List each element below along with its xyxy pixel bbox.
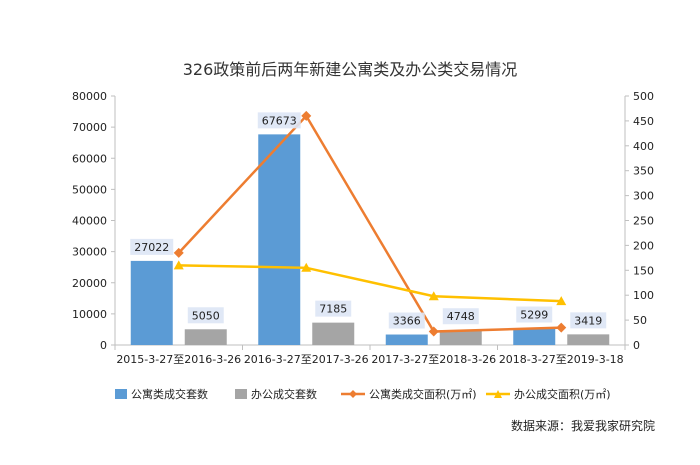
series-point: [173, 247, 184, 258]
lines: [173, 110, 567, 337]
data-label: 4748: [447, 310, 475, 323]
y-right-tick-label: 50: [633, 314, 647, 327]
x-tick-label: 2018-3-27至2019-3-18: [499, 353, 624, 366]
series-line: [177, 113, 562, 333]
y-left-tick-label: 30000: [72, 246, 107, 259]
y-left-tick-label: 0: [100, 339, 107, 352]
bar: [312, 322, 355, 345]
y-right-tick-label: 150: [633, 264, 654, 277]
x-tick-label: 2017-3-27至2018-3-26: [371, 353, 496, 366]
data-label: 67673: [262, 114, 297, 127]
legend-label: 办公成交套数: [251, 387, 317, 401]
y-right-tick-label: 500: [633, 90, 654, 103]
data-label-box: [315, 300, 352, 317]
series-point: [556, 322, 567, 333]
series-point: [428, 291, 439, 301]
series-point: [428, 326, 439, 337]
series-point: [556, 296, 567, 306]
legend-label: 公寓类成交面积(万㎡): [369, 387, 477, 401]
data-label: 3366: [393, 315, 421, 328]
bars: [130, 134, 610, 345]
y-left-tick-label: 80000: [72, 90, 107, 103]
legend-label: 公寓类成交套数: [131, 387, 208, 401]
y-right-tick-label: 450: [633, 115, 654, 128]
series-point: [301, 262, 312, 272]
data-label-box: [516, 306, 553, 323]
bar: [385, 334, 428, 345]
bar: [513, 328, 556, 345]
y-right-tick-label: 400: [633, 140, 654, 153]
chart-title: 326政策前后两年新建公寓类及办公类交易情况: [183, 60, 518, 79]
data-label-box: [442, 308, 479, 325]
data-labels: 27022 67673 3366 5299 5050 7185 4748 3419: [130, 112, 607, 329]
legend-marker: [349, 390, 357, 398]
data-label-box: [570, 312, 607, 329]
y-right-tick-label: 200: [633, 239, 654, 252]
data-label: 5050: [192, 309, 220, 322]
y-left-tick-label: 10000: [72, 308, 107, 321]
data-label-box: [130, 238, 174, 255]
data-label: 27022: [134, 241, 169, 254]
legend-swatch: [115, 389, 127, 399]
bar: [184, 329, 227, 345]
data-label: 7185: [319, 303, 347, 316]
y-left-tick-label: 40000: [72, 215, 107, 228]
data-label-box: [187, 307, 224, 324]
legend-marker: [494, 390, 502, 398]
y-left-tick-label: 20000: [72, 277, 107, 290]
y-left-tick-label: 50000: [72, 183, 107, 196]
bar: [439, 330, 482, 345]
series-point: [173, 260, 184, 270]
data-label: 5299: [520, 309, 548, 322]
series-point: [301, 110, 312, 121]
x-tick-label: 2015-3-27至2016-3-26: [116, 353, 241, 366]
data-label-box: [388, 312, 425, 329]
bar: [258, 134, 301, 345]
bar: [130, 260, 173, 345]
data-label: 3419: [574, 314, 602, 327]
y-right-tick-label: 250: [633, 215, 654, 228]
legend-swatch: [235, 389, 247, 399]
data-label-box: [257, 112, 301, 129]
source-note: 数据来源：我爱我家研究院: [511, 418, 655, 433]
series-line: [178, 264, 562, 303]
y-right-tick-label: 0: [633, 339, 640, 352]
y-right-tick-label: 100: [633, 289, 654, 302]
legend: 公寓类成交套数 办公成交套数 公寓类成交面积(万㎡) 办公成交面积(万㎡): [115, 387, 611, 401]
legend-label: 办公成交面积(万㎡): [514, 387, 611, 401]
y-right-tick-label: 300: [633, 190, 654, 203]
y-right-tick-label: 350: [633, 165, 654, 178]
x-tick-label: 2016-3-27至2017-3-26: [244, 353, 369, 366]
y-left-tick-label: 70000: [72, 121, 107, 134]
bar: [567, 334, 610, 345]
y-left-tick-label: 60000: [72, 152, 107, 165]
axes: 0 10000 20000 30000 40000 50000 60000 70000 8000…: [72, 90, 654, 366]
